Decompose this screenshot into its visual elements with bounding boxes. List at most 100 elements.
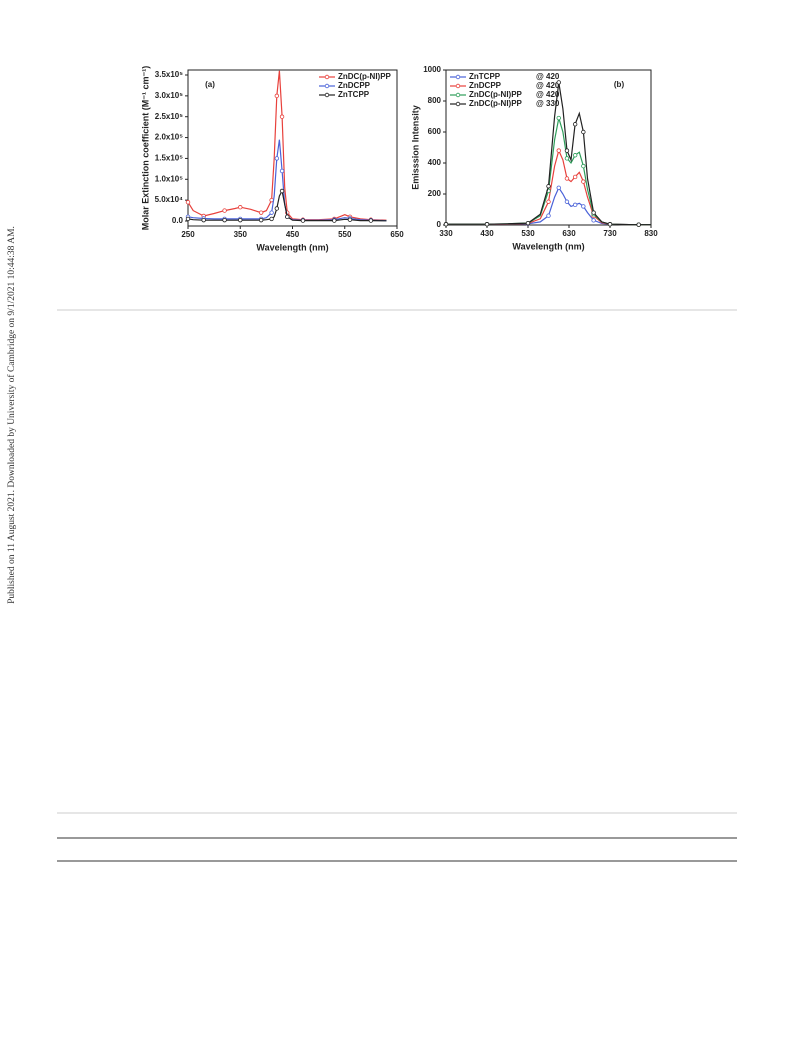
series-marker [347, 217, 353, 222]
series-marker [564, 199, 570, 204]
series-marker [572, 174, 578, 180]
series-marker [332, 218, 337, 223]
series-marker [572, 122, 578, 127]
series-marker [258, 210, 264, 215]
y-tick-label: 1.0x10⁵ [155, 174, 183, 183]
legend-excitation: @ 420 [536, 90, 560, 99]
series-marker [238, 217, 243, 223]
series-marker [581, 179, 586, 184]
plot-frame [445, 69, 652, 226]
y-tick-label: 2.0x10⁵ [155, 133, 183, 142]
x-tick-label: 350 [234, 230, 248, 239]
legend-excitation: @ 330 [536, 99, 560, 108]
legend-label: ZnTCPP [469, 72, 501, 81]
y-tick-label: 2.5x10⁵ [155, 112, 183, 121]
legend-label: ZnDC(p-NI)PP [338, 72, 392, 81]
y-tick-label: 0.0 [172, 216, 184, 225]
series-marker [636, 222, 641, 227]
legend-label: ZnDC(p-NI)PP [469, 99, 523, 108]
series-marker [484, 222, 490, 227]
y-axis-title: Molar Extinction coefficient (M⁻¹ cm⁻¹) [140, 66, 150, 231]
series-marker [556, 115, 561, 121]
x-tick-label: 450 [286, 230, 300, 239]
series-line [446, 82, 651, 226]
series-marker [269, 216, 274, 222]
y-tick-label: 1000 [423, 65, 441, 74]
side-note: Published on 11 August 2021. Downloaded … [6, 226, 17, 604]
x-tick-label: 530 [521, 229, 535, 238]
series-marker [300, 218, 306, 223]
legend-excitation: @ 420 [536, 72, 560, 81]
legend-swatch [455, 92, 461, 98]
y-tick-label: 600 [428, 127, 442, 136]
legend-swatch [455, 83, 461, 89]
series-marker [572, 153, 578, 158]
series-marker [564, 176, 570, 181]
series-marker [556, 148, 561, 153]
x-tick-label: 550 [338, 230, 352, 239]
series-marker [279, 188, 285, 194]
series-marker [443, 222, 449, 227]
y-tick-label: 0 [437, 220, 442, 229]
series-marker [222, 217, 227, 223]
series-marker [564, 148, 570, 153]
series-marker [546, 184, 551, 189]
series-marker [201, 217, 206, 223]
y-tick-label: 1.5x10⁵ [155, 154, 183, 163]
series-marker [274, 156, 280, 161]
series-marker [269, 210, 274, 215]
series-marker [274, 206, 280, 211]
y-tick-label: 3.5x10⁵ [155, 70, 183, 79]
x-tick-label: 830 [644, 229, 658, 238]
legend-swatch [455, 74, 461, 80]
series-marker [564, 156, 570, 161]
series-marker [546, 213, 551, 218]
series-marker [607, 222, 613, 227]
legend-swatch [455, 101, 461, 107]
series-marker [285, 214, 290, 220]
x-tick-label: 430 [480, 229, 494, 238]
legend-swatch [324, 92, 330, 98]
y-tick-label: 5.0x10⁴ [155, 195, 183, 204]
legend-label: ZnDCPP [469, 81, 502, 90]
panel-label: (b) [614, 80, 625, 89]
legend-label: ZnTCPP [338, 90, 370, 99]
series-marker [591, 210, 596, 215]
x-tick-label: 630 [562, 229, 576, 238]
y-tick-label: 3.0x10⁵ [155, 91, 183, 100]
series-marker [258, 217, 264, 223]
series-line [446, 117, 651, 226]
y-tick-label: 800 [428, 96, 442, 105]
y-tick-label: 400 [428, 158, 442, 167]
y-tick-label: 200 [428, 189, 442, 198]
series-marker [591, 218, 596, 223]
series-marker [185, 200, 191, 205]
series-marker [581, 163, 586, 169]
series-marker [546, 199, 551, 204]
series-marker [279, 114, 285, 119]
legend-label: ZnDCPP [338, 81, 371, 90]
series-line [446, 186, 651, 226]
legend-swatch [324, 74, 330, 80]
series-marker [279, 168, 285, 174]
series-marker [556, 80, 561, 85]
x-axis-title: Wavelength (nm) [512, 241, 584, 251]
panel-label: (a) [205, 80, 215, 89]
series-marker [556, 185, 561, 190]
x-tick-label: 330 [439, 229, 453, 238]
y-axis-title: Emisssion Intensity [410, 105, 420, 190]
series-marker [525, 220, 531, 226]
series-marker [238, 205, 243, 210]
series-marker [274, 93, 280, 99]
legend-excitation: @ 420 [536, 81, 560, 90]
series-marker [185, 216, 191, 222]
x-tick-label: 730 [603, 229, 617, 238]
series-marker [572, 202, 578, 208]
x-axis-title: Wavelength (nm) [256, 242, 328, 252]
legend-swatch [324, 83, 330, 89]
x-tick-label: 650 [390, 230, 404, 239]
series-marker [222, 208, 227, 213]
x-tick-label: 250 [181, 230, 195, 239]
legend-label: ZnDC(p-NI)PP [469, 90, 523, 99]
